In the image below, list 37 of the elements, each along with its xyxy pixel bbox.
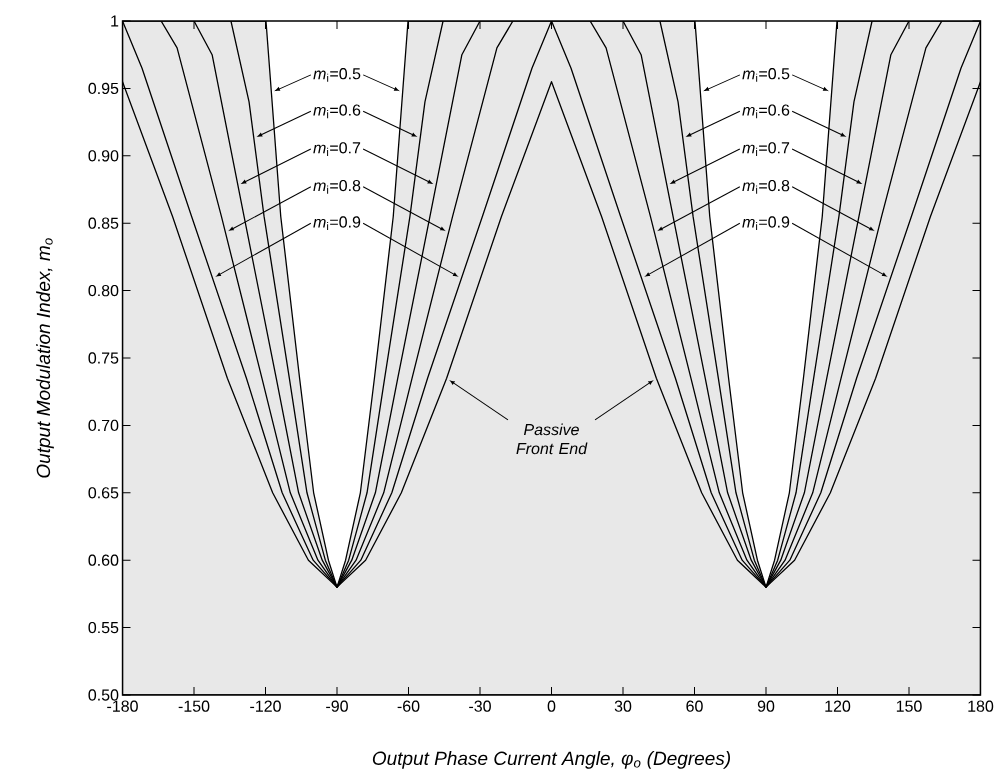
x-tick-label: 180: [968, 700, 994, 712]
x-tick-label: -90: [326, 700, 348, 712]
annotation: m$_{i}$=0.7: [313, 142, 361, 156]
x-tick-label: 150: [896, 700, 922, 712]
annotation: m$_{i}$=0.8: [742, 179, 790, 194]
x-tick-label: 0: [547, 700, 556, 712]
y-tick-label: 1: [111, 15, 119, 27]
x-tick-label: 60: [686, 700, 703, 712]
annotation: m$_{i}$=0.6: [742, 104, 790, 119]
annotation: m$_{i}$=0.9: [313, 216, 361, 231]
y-axis-title: Output Modulation Index, m$_{o}$: [36, 238, 54, 478]
y-tick-label: 0.90: [88, 150, 119, 162]
x-tick-label: -150: [178, 700, 210, 712]
annotation: m$_{i}$=0.7: [742, 142, 790, 156]
y-tick-label: 0.65: [88, 487, 119, 499]
y-tick-label: 0.55: [88, 621, 119, 634]
y-tick-label: 0.80: [88, 284, 119, 297]
y-tick-label: 0.95: [88, 82, 119, 95]
annotation: m$_{i}$=0.6: [313, 104, 361, 119]
x-tick-label: 120: [825, 700, 851, 712]
x-tick-label: -180: [107, 700, 138, 712]
y-tick-label: 0.50: [88, 689, 119, 701]
annotation: m$_{i}$=0.9: [742, 216, 790, 231]
x-tick-label: -60: [397, 700, 420, 712]
x-axis-title: Output Phase Current Angle, φ$_{o}$ (Degrees): [372, 751, 730, 769]
annotation: m$_{i}$=0.8: [313, 179, 361, 194]
x-tick-label: 30: [614, 700, 632, 712]
annotation: Passive Front End: [516, 423, 588, 455]
y-tick-label: 0.60: [88, 554, 119, 566]
annotation: m$_{i}$=0.5: [313, 68, 361, 82]
y-tick-label: 0.85: [88, 217, 119, 229]
x-tick-label: -30: [469, 700, 491, 712]
y-tick-label: 0.75: [88, 352, 119, 364]
y-tick-label: 0.70: [88, 419, 119, 432]
annotation: m$_{i}$=0.5: [742, 68, 790, 82]
x-tick-label: -120: [250, 700, 281, 712]
x-tick-label: 90: [757, 700, 775, 712]
